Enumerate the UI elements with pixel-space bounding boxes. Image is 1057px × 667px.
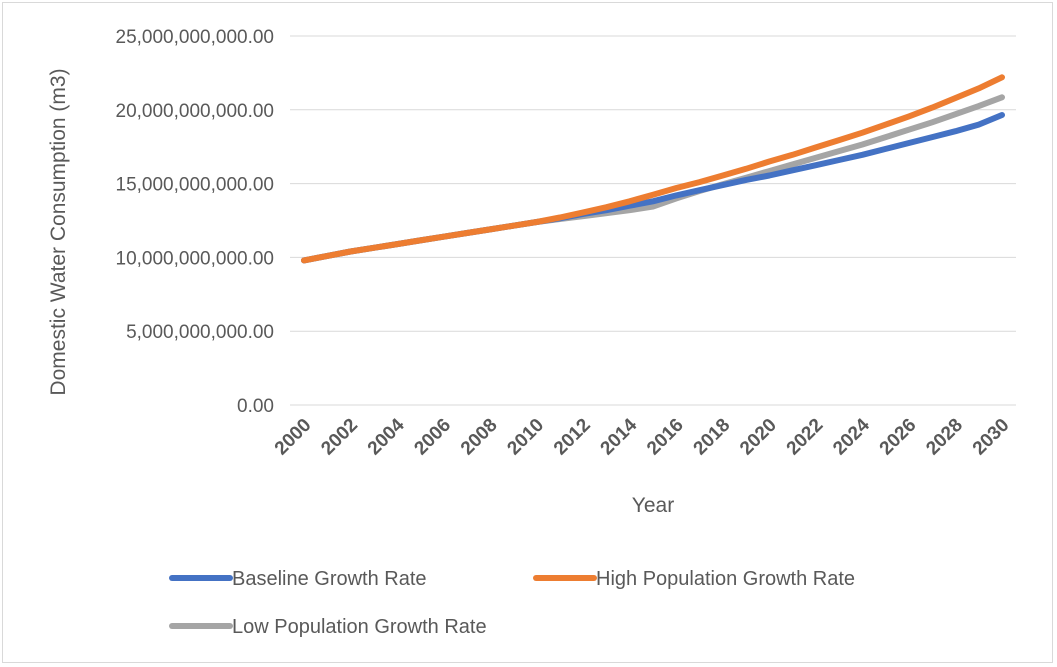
x-axis-title: Year xyxy=(632,494,674,517)
x-tick-label: 2018 xyxy=(690,415,735,460)
x-tick-label: 2030 xyxy=(969,415,1014,460)
x-tick-label: 2002 xyxy=(317,415,362,460)
y-tick-label: 10,000,000,000.00 xyxy=(116,248,275,269)
gridlines xyxy=(290,35,1016,406)
series-line-high-population-growth-rate xyxy=(301,74,1005,264)
y-tick-label: 5,000,000,000.00 xyxy=(126,322,274,343)
y-axis-title: Domestic Water Consumption (m3) xyxy=(47,68,70,395)
x-tick-label: 2004 xyxy=(364,414,409,459)
x-tick-label: 2014 xyxy=(597,414,642,459)
x-tick-label: 2016 xyxy=(643,415,688,460)
legend-label: Low Population Growth Rate xyxy=(232,616,487,638)
x-tick-label: 2028 xyxy=(922,415,967,460)
legend: Baseline Growth Rate High Population Grow… xyxy=(169,568,855,638)
x-tick-label: 2020 xyxy=(736,415,781,460)
x-tick-label: 2012 xyxy=(550,415,595,460)
x-tick-label: 2008 xyxy=(457,415,502,460)
y-tick-label: 20,000,000,000.00 xyxy=(116,101,275,122)
x-tick-labels: 2000 2002 2004 2006 2008 2010 2012 2014 2016 2018… xyxy=(271,414,1014,459)
y-tick-labels: 0.00 5,000,000,000.00 10,000,000,000.00 15,… xyxy=(116,27,275,417)
series-line-baseline-growth-rate xyxy=(301,112,1005,264)
x-tick-label: 2000 xyxy=(271,415,316,460)
legend-label: High Population Growth Rate xyxy=(596,568,855,590)
series-lines xyxy=(301,74,1005,264)
x-tick-label: 2006 xyxy=(410,415,455,460)
x-tick-label: 2026 xyxy=(876,415,921,460)
legend-label: Baseline Growth Rate xyxy=(232,568,427,590)
y-tick-label: 0.00 xyxy=(237,396,274,417)
x-tick-label: 2022 xyxy=(783,415,828,460)
y-tick-label: 15,000,000,000.00 xyxy=(116,175,275,196)
x-tick-label: 2024 xyxy=(829,414,874,459)
x-tick-label: 2010 xyxy=(503,415,548,460)
y-tick-label: 25,000,000,000.00 xyxy=(116,27,275,48)
